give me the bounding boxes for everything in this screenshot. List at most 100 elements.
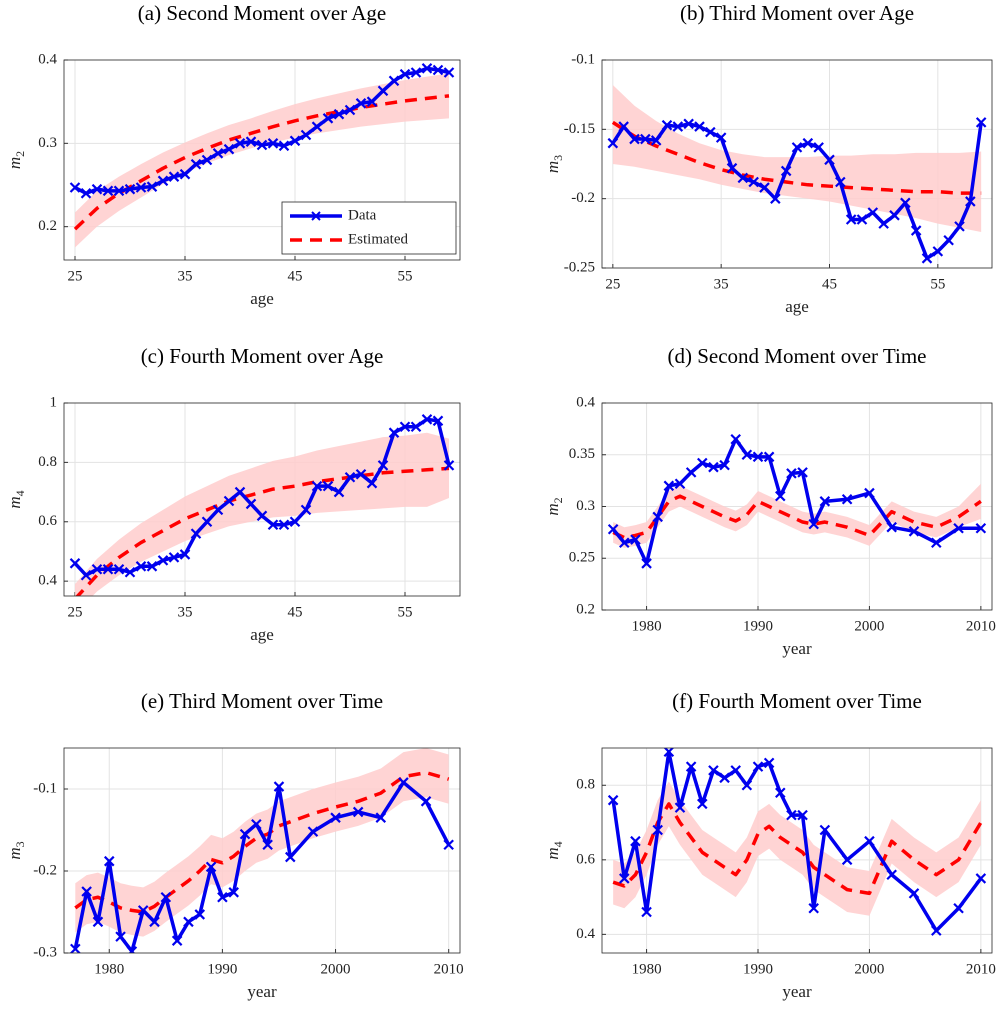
y-axis-label: m4 <box>543 841 565 859</box>
y-tick-label: 0.4 <box>576 394 595 410</box>
data-marker <box>245 498 257 510</box>
y-tick-label: 0.3 <box>576 498 595 514</box>
data-marker <box>366 477 378 489</box>
y-tick-label: -0.2 <box>33 862 57 878</box>
axes-frame <box>63 402 461 597</box>
data-marker <box>975 873 987 884</box>
data-marker <box>932 246 944 257</box>
y-axis-label: m3 <box>5 841 27 859</box>
data-marker <box>797 809 808 821</box>
panel-title: (e) Third Moment over Time <box>141 689 383 713</box>
y-tick-label: 0.25 <box>569 550 595 566</box>
data-marker <box>410 67 422 78</box>
axes-frame <box>601 747 993 954</box>
data-marker <box>652 824 663 836</box>
confidence-band <box>613 483 981 548</box>
data-marker <box>953 522 964 534</box>
data-marker <box>344 471 356 483</box>
y-axis-label-subscript: 2 <box>551 497 565 503</box>
data-marker <box>375 812 387 823</box>
data-marker <box>126 946 138 953</box>
data-marker <box>234 138 246 149</box>
data-marker <box>311 121 323 132</box>
data-marker <box>267 138 279 149</box>
axes-frame <box>601 59 993 269</box>
data-marker <box>69 182 81 193</box>
data-marker <box>81 886 92 897</box>
data-marker <box>223 495 235 507</box>
data-marker <box>775 787 786 799</box>
data-marker <box>797 467 808 478</box>
x-tick-label: 25 <box>68 604 83 620</box>
y-tick-label: -0.1 <box>571 51 595 67</box>
data-marker <box>841 854 853 866</box>
data-marker <box>770 193 781 204</box>
data-marker <box>953 902 964 914</box>
data-marker <box>137 905 149 916</box>
data-marker <box>697 798 708 810</box>
data-marker <box>91 183 103 195</box>
data-marker <box>289 516 301 528</box>
y-tick-label: 0.4 <box>38 573 57 589</box>
data-marker <box>641 558 652 569</box>
plot-content <box>607 748 987 936</box>
data-marker <box>245 136 257 147</box>
data-marker <box>867 207 879 218</box>
y-axis-label-subscript: 4 <box>551 841 565 847</box>
data-marker <box>267 519 279 531</box>
data-marker <box>388 427 400 438</box>
legend: Data Estimated <box>281 201 457 255</box>
x-axis-label: year <box>247 982 277 1001</box>
data-marker <box>705 126 716 138</box>
panel: 1980 1990 2000 2010 0.2 0.25 0.3 0.35 0.4 (d) Sec… <box>543 344 996 658</box>
data-marker <box>285 851 296 863</box>
data-marker <box>931 537 942 549</box>
data-marker <box>398 777 409 788</box>
data-marker <box>160 891 172 903</box>
data-marker <box>652 511 663 523</box>
x-tick-label: 2000 <box>854 618 884 634</box>
data-marker <box>432 415 444 427</box>
data-marker <box>954 221 965 232</box>
y-tick-label: -0.3 <box>33 944 57 960</box>
data-marker <box>900 197 911 209</box>
data-marker <box>965 196 976 207</box>
data-marker <box>697 457 708 469</box>
data-marker <box>256 139 268 151</box>
data-marker <box>201 154 213 166</box>
x-tick-label: 2000 <box>321 961 351 977</box>
data-marker <box>352 806 364 818</box>
axes-frame <box>63 747 461 954</box>
y-axis-label-main: m <box>543 503 562 515</box>
plot-content <box>607 84 987 264</box>
data-marker <box>943 234 954 246</box>
x-tick-label: 1990 <box>743 618 773 634</box>
data-marker <box>171 935 183 946</box>
estimated-line <box>73 94 450 231</box>
x-tick-label: 55 <box>930 276 945 292</box>
y-tick-label: 0.8 <box>576 777 595 793</box>
data-marker <box>856 214 868 225</box>
data-marker <box>824 154 835 166</box>
x-tick-label: 1980 <box>94 961 124 977</box>
data-marker <box>278 519 290 531</box>
data-marker <box>212 504 224 516</box>
data-marker <box>730 765 741 776</box>
data-marker <box>432 64 444 76</box>
data-marker <box>399 421 411 433</box>
x-tick-label: 35 <box>714 276 729 292</box>
data-marker <box>103 855 115 867</box>
data-marker <box>179 168 191 180</box>
y-axis-label-main: m <box>543 161 562 173</box>
data-marker <box>759 182 770 193</box>
data-marker <box>715 132 727 143</box>
data-marker <box>333 486 345 498</box>
y-tick-label: -0.15 <box>564 121 595 137</box>
y-tick-label: 0.3 <box>38 135 57 151</box>
data-marker <box>251 818 262 830</box>
x-axis-label: age <box>250 625 274 644</box>
data-marker <box>149 916 160 928</box>
data-marker <box>791 142 803 153</box>
y-axis-label-subscript: 3 <box>13 841 27 847</box>
